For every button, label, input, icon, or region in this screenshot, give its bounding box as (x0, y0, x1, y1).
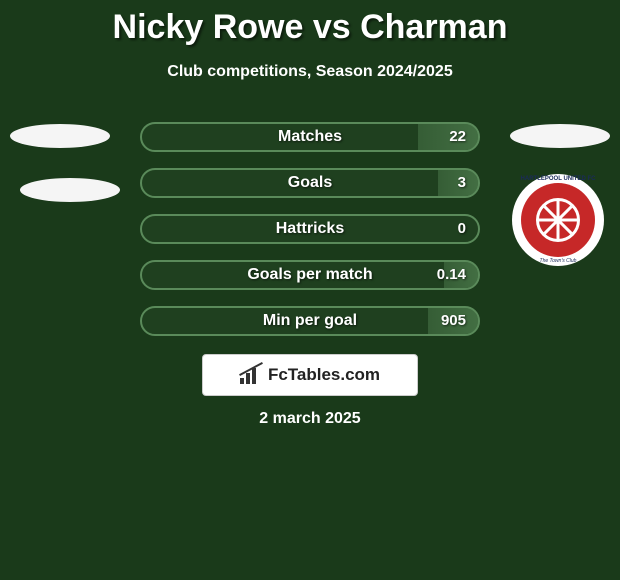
stat-row-hattricks: Hattricks 0 (140, 214, 480, 244)
stat-label: Matches (142, 124, 478, 150)
stat-value-right: 0.14 (437, 262, 466, 288)
stat-label: Goals per match (142, 262, 478, 288)
stat-value-right: 22 (449, 124, 466, 150)
stat-row-goals: Goals 3 (140, 168, 480, 198)
stat-row-min-per-goal: Min per goal 905 (140, 306, 480, 336)
stat-value-right: 3 (458, 170, 466, 196)
club-badge: HARTLEPOOL UNITED FC The Town's Club (512, 174, 604, 266)
chart-icon (240, 366, 262, 384)
player-left-placeholder-2 (20, 178, 120, 202)
player-left-placeholder-1 (10, 124, 110, 148)
fctables-logo-text: FcTables.com (268, 365, 380, 385)
badge-text-bottom: The Town's Club (540, 258, 577, 264)
stat-label: Hattricks (142, 216, 478, 242)
stat-row-goals-per-match: Goals per match 0.14 (140, 260, 480, 290)
player-right-placeholder (510, 124, 610, 148)
stat-value-right: 905 (441, 308, 466, 334)
badge-text-top: HARTLEPOOL UNITED FC (521, 176, 596, 182)
subtitle: Club competitions, Season 2024/2025 (0, 63, 620, 81)
stat-row-matches: Matches 22 (140, 122, 480, 152)
date-text: 2 march 2025 (0, 410, 620, 428)
fctables-link[interactable]: FcTables.com (202, 354, 418, 396)
stat-value-right: 0 (458, 216, 466, 242)
stats-container: Matches 22 Goals 3 Hattricks 0 Goals per… (140, 122, 480, 352)
stat-label: Goals (142, 170, 478, 196)
stat-label: Min per goal (142, 308, 478, 334)
page-title: Nicky Rowe vs Charman (0, 0, 620, 47)
